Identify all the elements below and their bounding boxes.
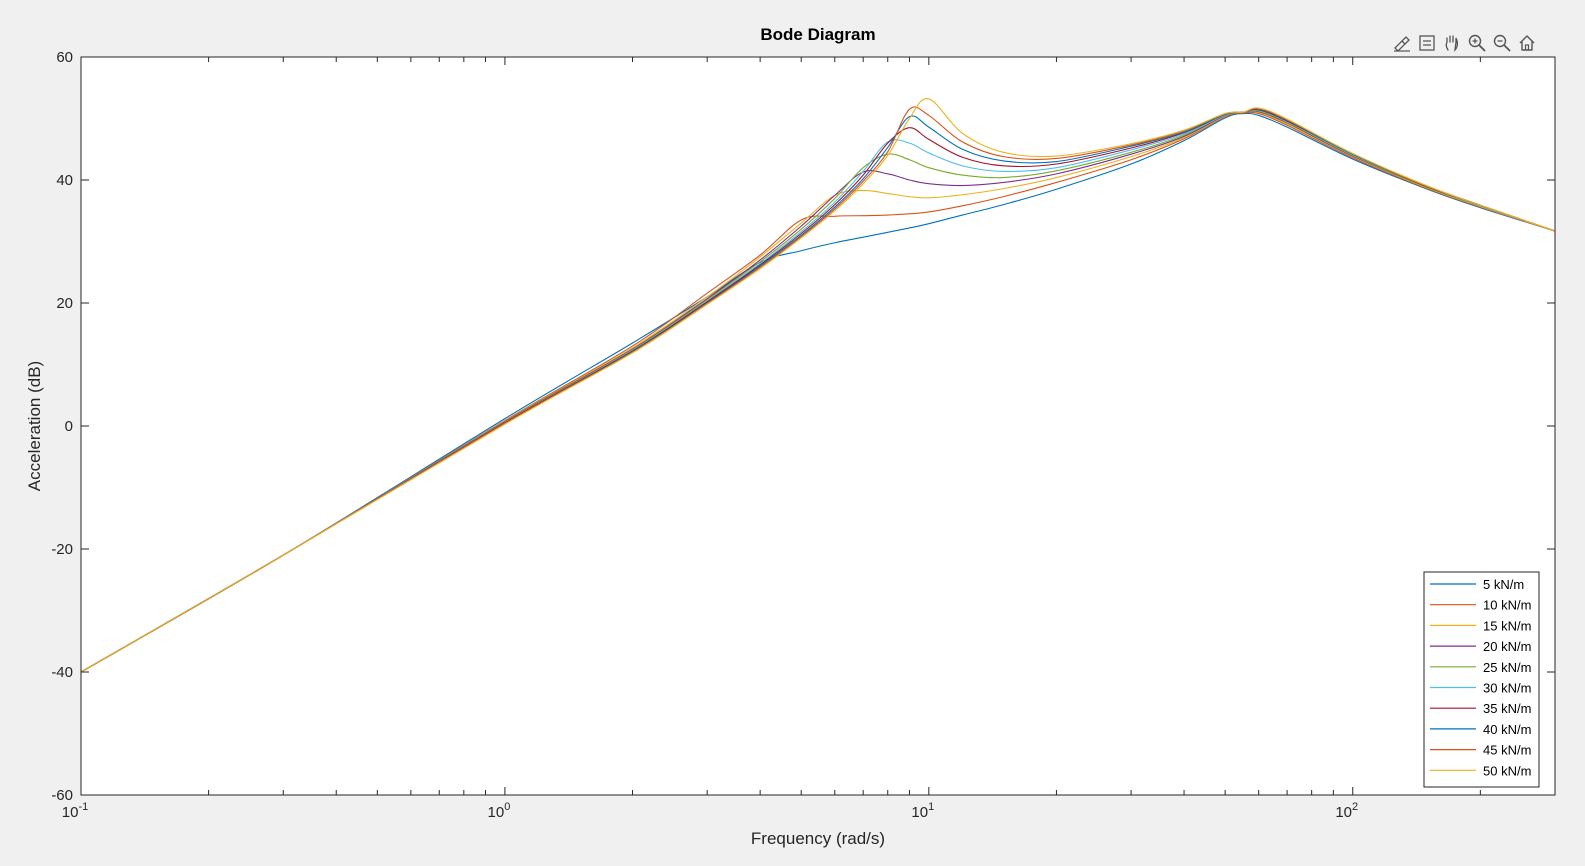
y-tick-label-0: 60 xyxy=(56,49,73,66)
series-line-3 xyxy=(80,110,1556,673)
y-tick-label-2: 20 xyxy=(56,295,73,312)
legend-label-10: 50 kN/m xyxy=(1483,763,1531,778)
zoom-out-icon[interactable] xyxy=(1490,31,1513,55)
axes-toolbar xyxy=(1390,31,1538,55)
legend-label-7: 35 kN/m xyxy=(1483,701,1531,716)
legend-box xyxy=(1423,571,1540,788)
series-line-1 xyxy=(80,112,1556,673)
legend-label-1: 5 kN/m xyxy=(1483,577,1524,592)
legend-label-9: 45 kN/m xyxy=(1483,743,1531,758)
legend-label-2: 10 kN/m xyxy=(1483,598,1531,613)
legend-label-6: 30 kN/m xyxy=(1483,681,1531,696)
y-tick-label-6: -60 xyxy=(51,787,73,804)
chart-title: Bode Diagram xyxy=(760,25,875,44)
y-tick-label-4: -20 xyxy=(51,541,73,558)
plot-area xyxy=(81,57,1555,795)
x-tick-label-2: 101 xyxy=(911,801,934,821)
series-line-2 xyxy=(80,111,1556,673)
datatip-icon[interactable] xyxy=(1415,31,1438,55)
y-tick-label-1: 40 xyxy=(56,172,73,189)
y-tick-label-5: -40 xyxy=(51,664,73,681)
zoom-in-icon[interactable] xyxy=(1465,31,1488,55)
y-axis-label: Acceleration (dB) xyxy=(25,361,44,491)
y-tick-label-3: 0 xyxy=(65,418,73,435)
series-lines xyxy=(80,98,1556,673)
axes-box xyxy=(80,56,1556,796)
legend-label-4: 20 kN/m xyxy=(1483,639,1531,654)
series-line-10 xyxy=(80,98,1556,673)
home-icon[interactable] xyxy=(1515,31,1538,55)
brush-icon[interactable] xyxy=(1390,31,1413,55)
x-axis-label: Frequency (rad/s) xyxy=(751,829,885,848)
pan-hand-icon[interactable] xyxy=(1440,31,1463,55)
legend[interactable]: 5 kN/m 10 kN/m 15 kN/m 20 kN/m 25 kN/m 30 kN/… xyxy=(1423,571,1540,788)
x-tick-label-3: 102 xyxy=(1335,801,1358,821)
legend-label-8: 40 kN/m xyxy=(1483,722,1531,737)
legend-label-5: 25 kN/m xyxy=(1483,660,1531,675)
legend-label-3: 15 kN/m xyxy=(1483,618,1531,633)
x-tick-label-0: 10-1 xyxy=(62,801,88,821)
x-tick-label-1: 100 xyxy=(488,801,511,821)
